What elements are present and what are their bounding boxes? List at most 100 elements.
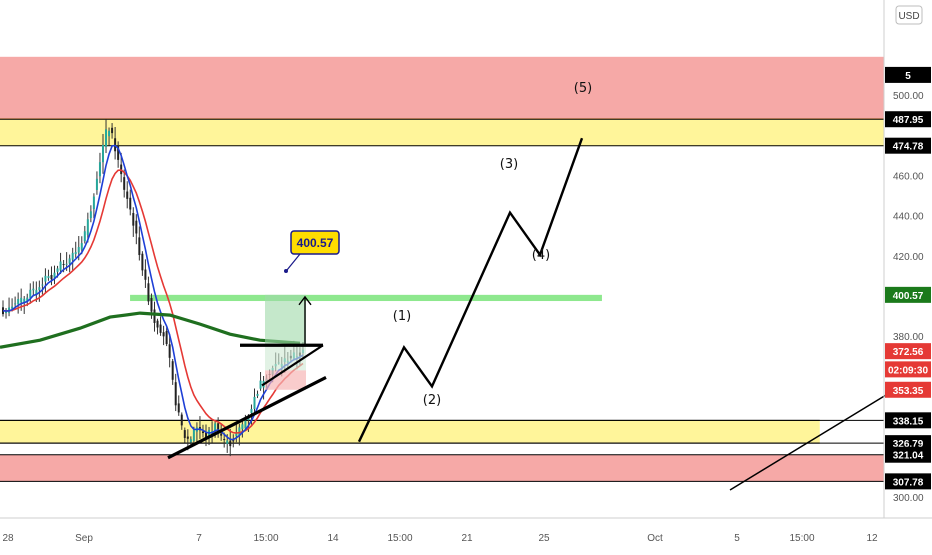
- x-tick-label: Oct: [647, 533, 663, 544]
- candle[interactable]: [44, 268, 47, 294]
- candle[interactable]: [253, 388, 256, 415]
- candle[interactable]: [165, 327, 168, 347]
- candle[interactable]: [59, 252, 62, 275]
- candle[interactable]: [177, 395, 180, 416]
- trend-line[interactable]: [729, 394, 887, 491]
- price-tag[interactable]: 474.78: [885, 137, 931, 154]
- candle[interactable]: [180, 412, 183, 430]
- y-tick-label: 460.00: [893, 171, 924, 182]
- currency-badge[interactable]: USD: [895, 5, 923, 25]
- candle[interactable]: [135, 214, 138, 245]
- candle[interactable]: [156, 318, 159, 335]
- wave-label: (5): [574, 81, 592, 96]
- wave-label: (3): [500, 157, 518, 172]
- candle[interactable]: [95, 171, 98, 195]
- candle[interactable]: [71, 247, 74, 271]
- candle[interactable]: [92, 193, 95, 219]
- x-tick-label: 21: [461, 533, 473, 544]
- y-tick-label: 420.00: [893, 252, 924, 263]
- candle[interactable]: [256, 390, 259, 399]
- target-callout-label: 400.57: [297, 236, 334, 250]
- candle[interactable]: [74, 241, 77, 258]
- price-tag[interactable]: 487.95: [885, 111, 931, 128]
- candle[interactable]: [159, 316, 162, 336]
- y-tick-label: 500.00: [893, 91, 924, 102]
- candle[interactable]: [162, 325, 165, 346]
- candle[interactable]: [171, 358, 174, 385]
- candle[interactable]: [53, 265, 56, 285]
- price-tag[interactable]: 02:09:30: [885, 361, 931, 378]
- price-tag[interactable]: 307.78: [885, 473, 931, 490]
- candle[interactable]: [98, 152, 101, 184]
- candle[interactable]: [83, 225, 86, 244]
- triangle-support-line[interactable]: [167, 375, 327, 460]
- candle[interactable]: [217, 417, 220, 438]
- candle[interactable]: [229, 428, 232, 457]
- x-tick-label: 15:00: [253, 533, 278, 544]
- candle[interactable]: [126, 181, 129, 209]
- x-tick-label: Sep: [75, 533, 93, 544]
- candle[interactable]: [117, 141, 120, 168]
- ma-200-line[interactable]: [0, 311, 301, 349]
- candle[interactable]: [241, 418, 244, 438]
- price-tag-label: 5: [905, 71, 911, 82]
- candle[interactable]: [168, 333, 171, 368]
- candle[interactable]: [89, 205, 92, 223]
- price-tag-label: 372.56: [893, 347, 924, 358]
- projection-arrow[interactable]: [298, 295, 312, 346]
- x-tick-label: 15:00: [789, 533, 814, 544]
- candle[interactable]: [141, 251, 144, 276]
- triangle-inner-line[interactable]: [261, 344, 324, 387]
- x-tick-label: 15:00: [387, 533, 412, 544]
- candle[interactable]: [101, 133, 104, 174]
- wave-label: (2): [423, 393, 441, 408]
- candle[interactable]: [123, 169, 126, 198]
- candle[interactable]: [50, 266, 53, 286]
- yellow-zone-upper: [0, 119, 884, 146]
- candle[interactable]: [189, 436, 192, 446]
- candle[interactable]: [29, 283, 32, 304]
- candle[interactable]: [174, 373, 177, 412]
- elliott-wave-path[interactable]: [357, 137, 584, 443]
- target-callout[interactable]: 400.57: [284, 230, 340, 273]
- candle[interactable]: [205, 424, 208, 447]
- candle[interactable]: [132, 207, 135, 237]
- price-tag[interactable]: 353.35: [885, 381, 931, 398]
- candle[interactable]: [183, 427, 186, 443]
- price-tag-label: 353.35: [893, 386, 924, 397]
- ema-fast-line[interactable]: [2, 144, 304, 441]
- x-tick-label: 12: [866, 533, 878, 544]
- candle[interactable]: [138, 226, 141, 261]
- candle[interactable]: [153, 301, 156, 332]
- y-tick-label: 300.00: [893, 493, 924, 504]
- ema-slow-line[interactable]: [2, 169, 304, 434]
- candle[interactable]: [147, 276, 150, 306]
- candle[interactable]: [144, 259, 147, 288]
- candle[interactable]: [17, 292, 20, 314]
- price-tag[interactable]: 372.56: [885, 343, 931, 360]
- yellow-zone-lower: [0, 420, 820, 444]
- price-tag[interactable]: 400.57: [885, 286, 931, 303]
- price-tag-label: 02:09:30: [888, 365, 928, 376]
- stop-box[interactable]: [265, 370, 306, 390]
- candle[interactable]: [105, 119, 108, 154]
- price-tag-label: 321.04: [893, 451, 924, 462]
- price-tag[interactable]: 5: [885, 66, 931, 83]
- candle[interactable]: [129, 189, 132, 216]
- price-tag[interactable]: 321.04: [885, 446, 931, 463]
- candle[interactable]: [41, 277, 44, 295]
- candle[interactable]: [108, 127, 111, 146]
- candle[interactable]: [47, 269, 50, 281]
- price-tag[interactable]: 338.15: [885, 412, 931, 429]
- entry-box[interactable]: [265, 345, 306, 371]
- supply-zone-top: [0, 56, 884, 120]
- candle[interactable]: [32, 281, 35, 297]
- candle[interactable]: [111, 123, 114, 139]
- candle[interactable]: [259, 372, 262, 391]
- wave-label: (1): [393, 309, 411, 324]
- price-tag-label: 474.78: [893, 142, 924, 153]
- candle[interactable]: [68, 254, 71, 273]
- profit-box[interactable]: [265, 294, 306, 346]
